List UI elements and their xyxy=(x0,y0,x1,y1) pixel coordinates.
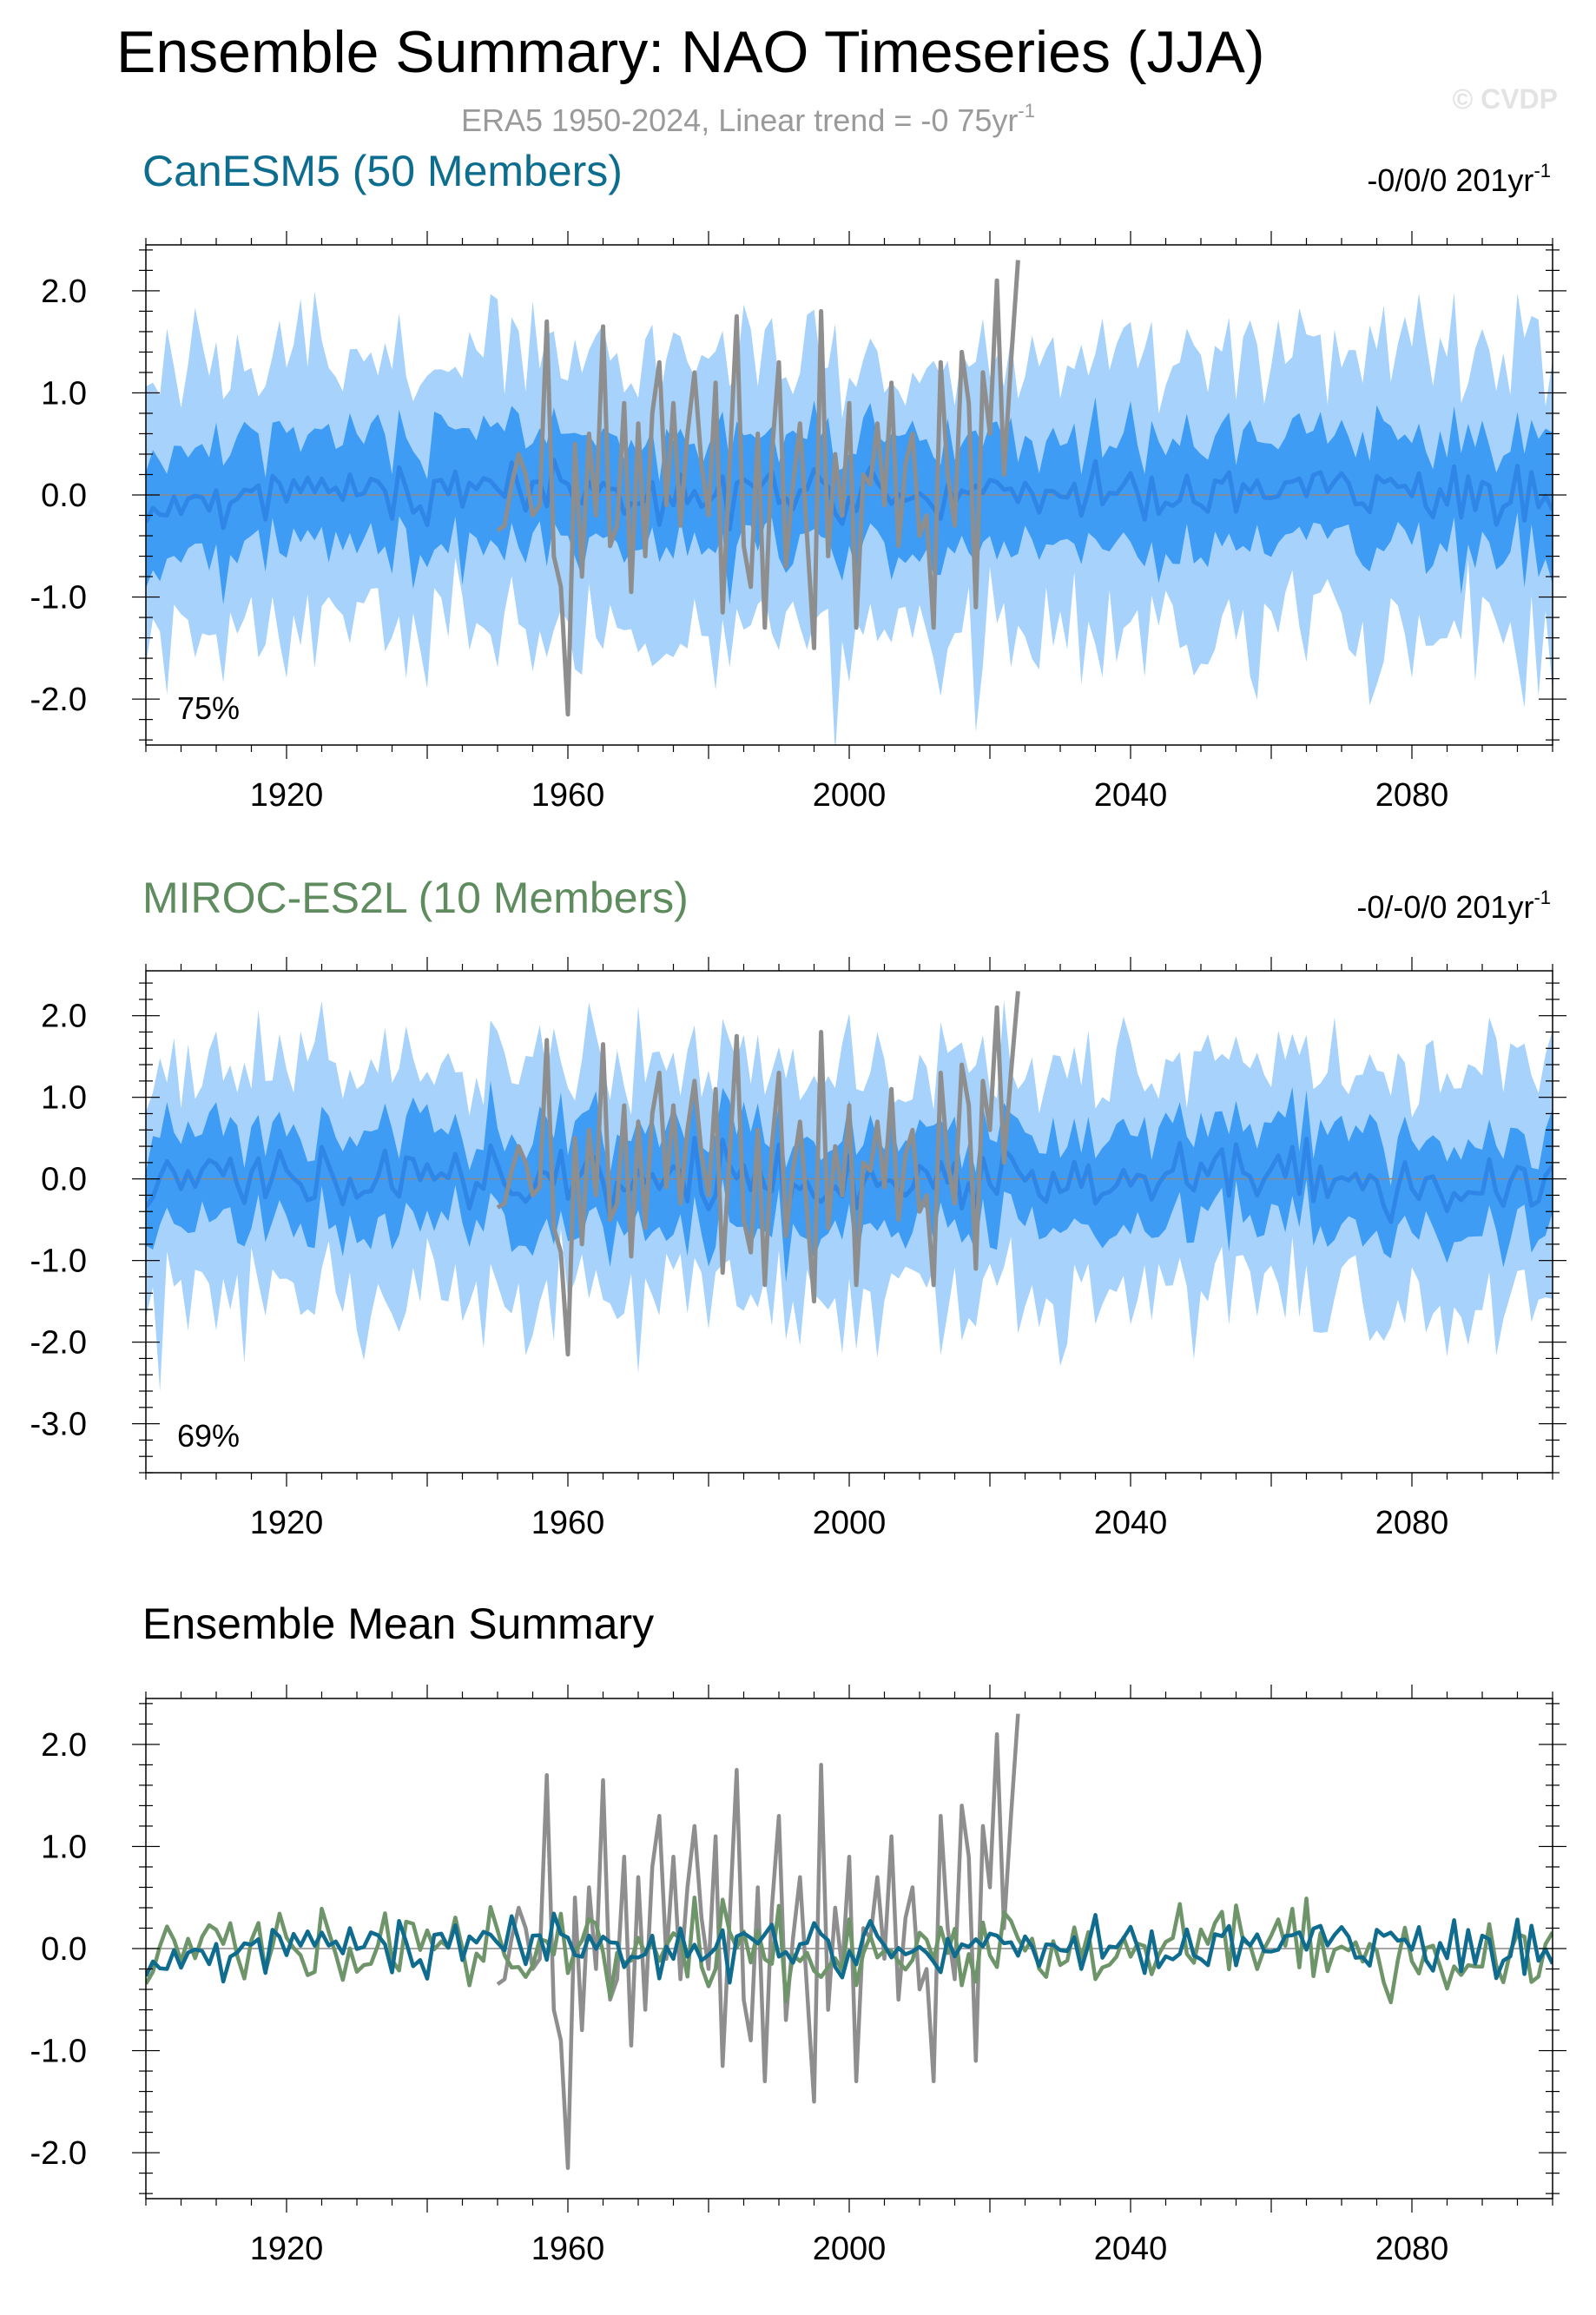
y-tick-label: -1.0 xyxy=(30,1243,87,1280)
canesm5-trend: -0/0/0 201yr-1 xyxy=(1367,160,1551,198)
x-tick-label: 1920 xyxy=(250,2231,324,2267)
figure-title: Ensemble Summary: NAO Timeseries (JJA) xyxy=(116,19,1265,85)
percent-label: 75% xyxy=(177,690,240,726)
inner-percentile-band xyxy=(146,1080,1553,1283)
figure-subtitle: ERA5 1950-2024, Linear trend = -0 75yr-1 xyxy=(461,100,1035,138)
plot-area xyxy=(146,1713,1553,2170)
y-tick-label: -2.0 xyxy=(30,682,87,718)
x-tick-label: 1920 xyxy=(250,777,324,814)
miroc-trend-superscript: -1 xyxy=(1533,887,1551,908)
miroc-trend: -0/-0/0 201yr-1 xyxy=(1356,887,1551,925)
y-tick-label: 1.0 xyxy=(41,1080,87,1117)
percent-label: 69% xyxy=(177,1418,240,1454)
y-tick-label: 2.0 xyxy=(41,999,87,1035)
canesm-mean-line xyxy=(146,1911,1553,1985)
observed-line xyxy=(496,1713,1020,2170)
y-tick-label: 2.0 xyxy=(41,1727,87,1764)
summary-panel: 2.0 1.0 0.0 -1.0 -2.0 1920 1960 2000 2040 2080 xyxy=(30,1685,1566,2267)
x-tick-label: 2000 xyxy=(813,777,887,814)
observed-line xyxy=(496,991,1020,1357)
ensemble-mean-line xyxy=(146,458,1553,531)
x-tick-label: 2000 xyxy=(813,2231,887,2267)
x-tick-label: 1960 xyxy=(531,1505,605,1541)
y-tick-label: -1.0 xyxy=(30,580,87,617)
canesm5-trend-superscript: -1 xyxy=(1533,160,1551,181)
subtitle-superscript: -1 xyxy=(1018,100,1035,122)
y-tick-label: 0.0 xyxy=(41,1931,87,1968)
x-tick-label: 2040 xyxy=(1094,2231,1168,2267)
y-tick-label: -2.0 xyxy=(30,2135,87,2172)
x-tick-label: 1960 xyxy=(531,777,605,814)
y-tick-label: 2.0 xyxy=(41,274,87,310)
canesm5-title: CanESM5 (50 Members) xyxy=(142,147,623,195)
miroc-title: MIROC-ES2L (10 Members) xyxy=(142,874,689,922)
y-tick-label: 0.0 xyxy=(41,478,87,514)
y-tick-label: -3.0 xyxy=(30,1407,87,1443)
x-tick-label: 2000 xyxy=(813,1505,887,1541)
y-tick-label: -2.0 xyxy=(30,1325,87,1362)
plot-area xyxy=(146,991,1553,1392)
y-tick-label: 1.0 xyxy=(41,375,87,412)
x-tick-label: 2040 xyxy=(1094,777,1168,814)
x-tick-label: 2080 xyxy=(1375,1505,1449,1541)
summary-title: Ensemble Mean Summary xyxy=(142,1599,654,1648)
observed-line xyxy=(496,260,1020,717)
watermark: © CVDP xyxy=(1453,83,1558,115)
x-tick-label: 1960 xyxy=(531,2231,605,2267)
y-tick-label: -1.0 xyxy=(30,2034,87,2070)
x-tick-label: 2040 xyxy=(1094,1505,1168,1541)
miroc-mean-line xyxy=(146,1895,1553,2005)
x-tick-label: 2080 xyxy=(1375,777,1449,814)
y-tick-label: 1.0 xyxy=(41,1829,87,1865)
x-tick-label: 1920 xyxy=(250,1505,324,1541)
x-tick-label: 2080 xyxy=(1375,2231,1449,2267)
canesm5-panel: 2.0 1.0 0.0 -1.0 -2.0 1920 1960 2000 2040 2080 75% xyxy=(30,231,1566,814)
miroc-panel: 2.0 1.0 0.0 -1.0 -2.0 -3.0 1920 1960 2000 2040 208… xyxy=(30,957,1566,1541)
y-tick-label: 0.0 xyxy=(41,1162,87,1198)
plot-area xyxy=(146,260,1553,745)
